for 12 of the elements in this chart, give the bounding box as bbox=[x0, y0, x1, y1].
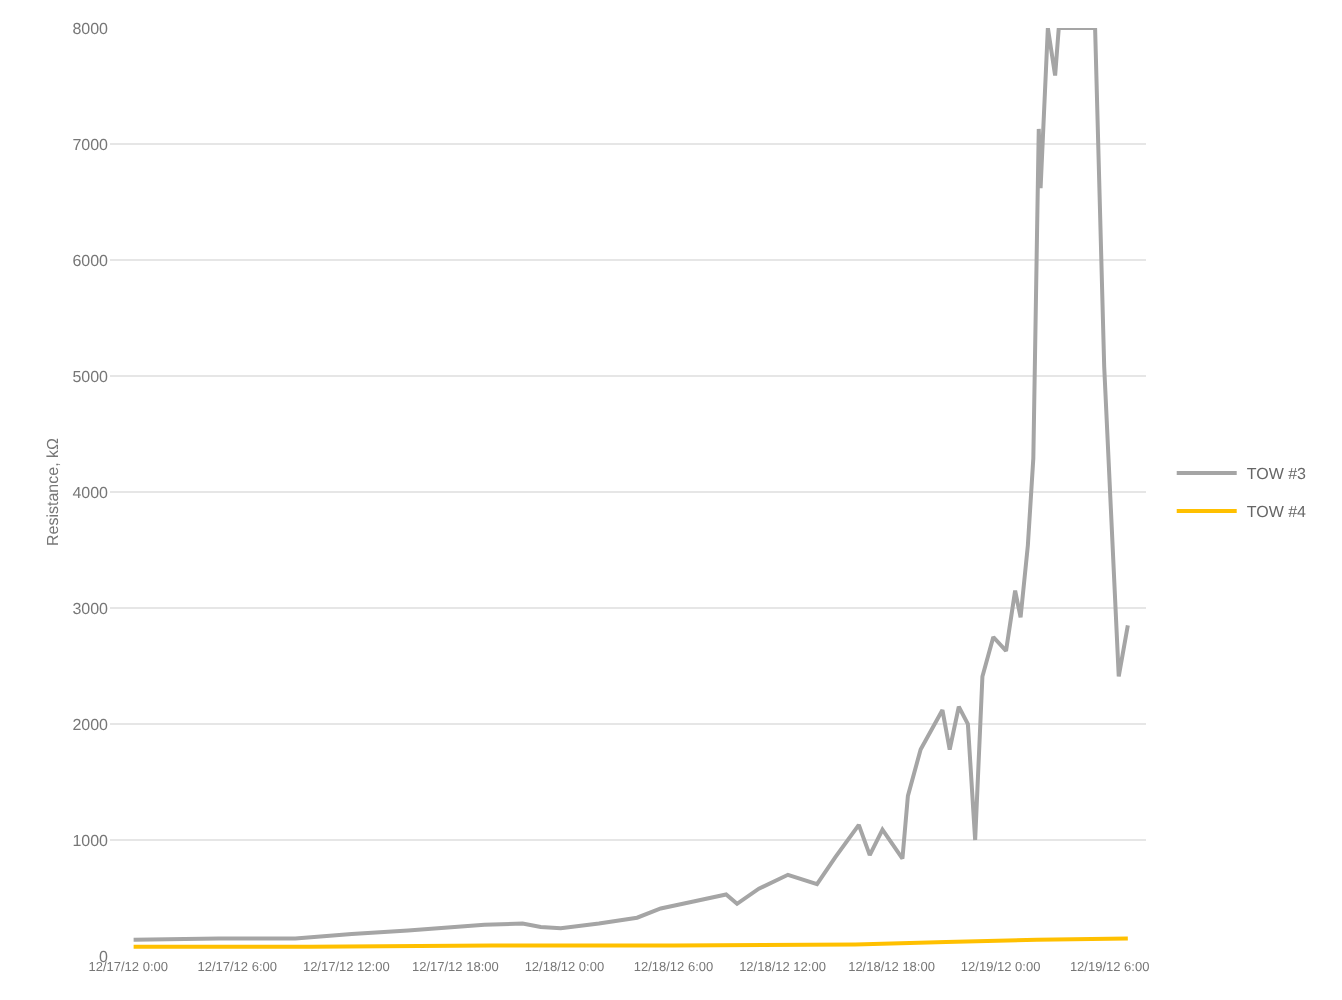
y-tick-label: 1000 bbox=[72, 831, 110, 850]
legend-label: TOW #4 bbox=[1246, 503, 1308, 522]
legend-label: TOW #3 bbox=[1246, 465, 1308, 484]
y-tick-label: 2000 bbox=[72, 715, 110, 734]
y-tick-label: 5000 bbox=[72, 367, 110, 386]
y-tick-label: 6000 bbox=[72, 251, 110, 270]
y-axis-title: Resistance, kΩ bbox=[44, 437, 62, 546]
y-tick-label: 8000 bbox=[72, 19, 110, 38]
y-tick-label: 0 bbox=[99, 947, 110, 966]
y-tick-label: 4000 bbox=[72, 483, 110, 502]
y-tick-label: 3000 bbox=[72, 599, 110, 618]
y-tick-label: 7000 bbox=[72, 135, 110, 154]
